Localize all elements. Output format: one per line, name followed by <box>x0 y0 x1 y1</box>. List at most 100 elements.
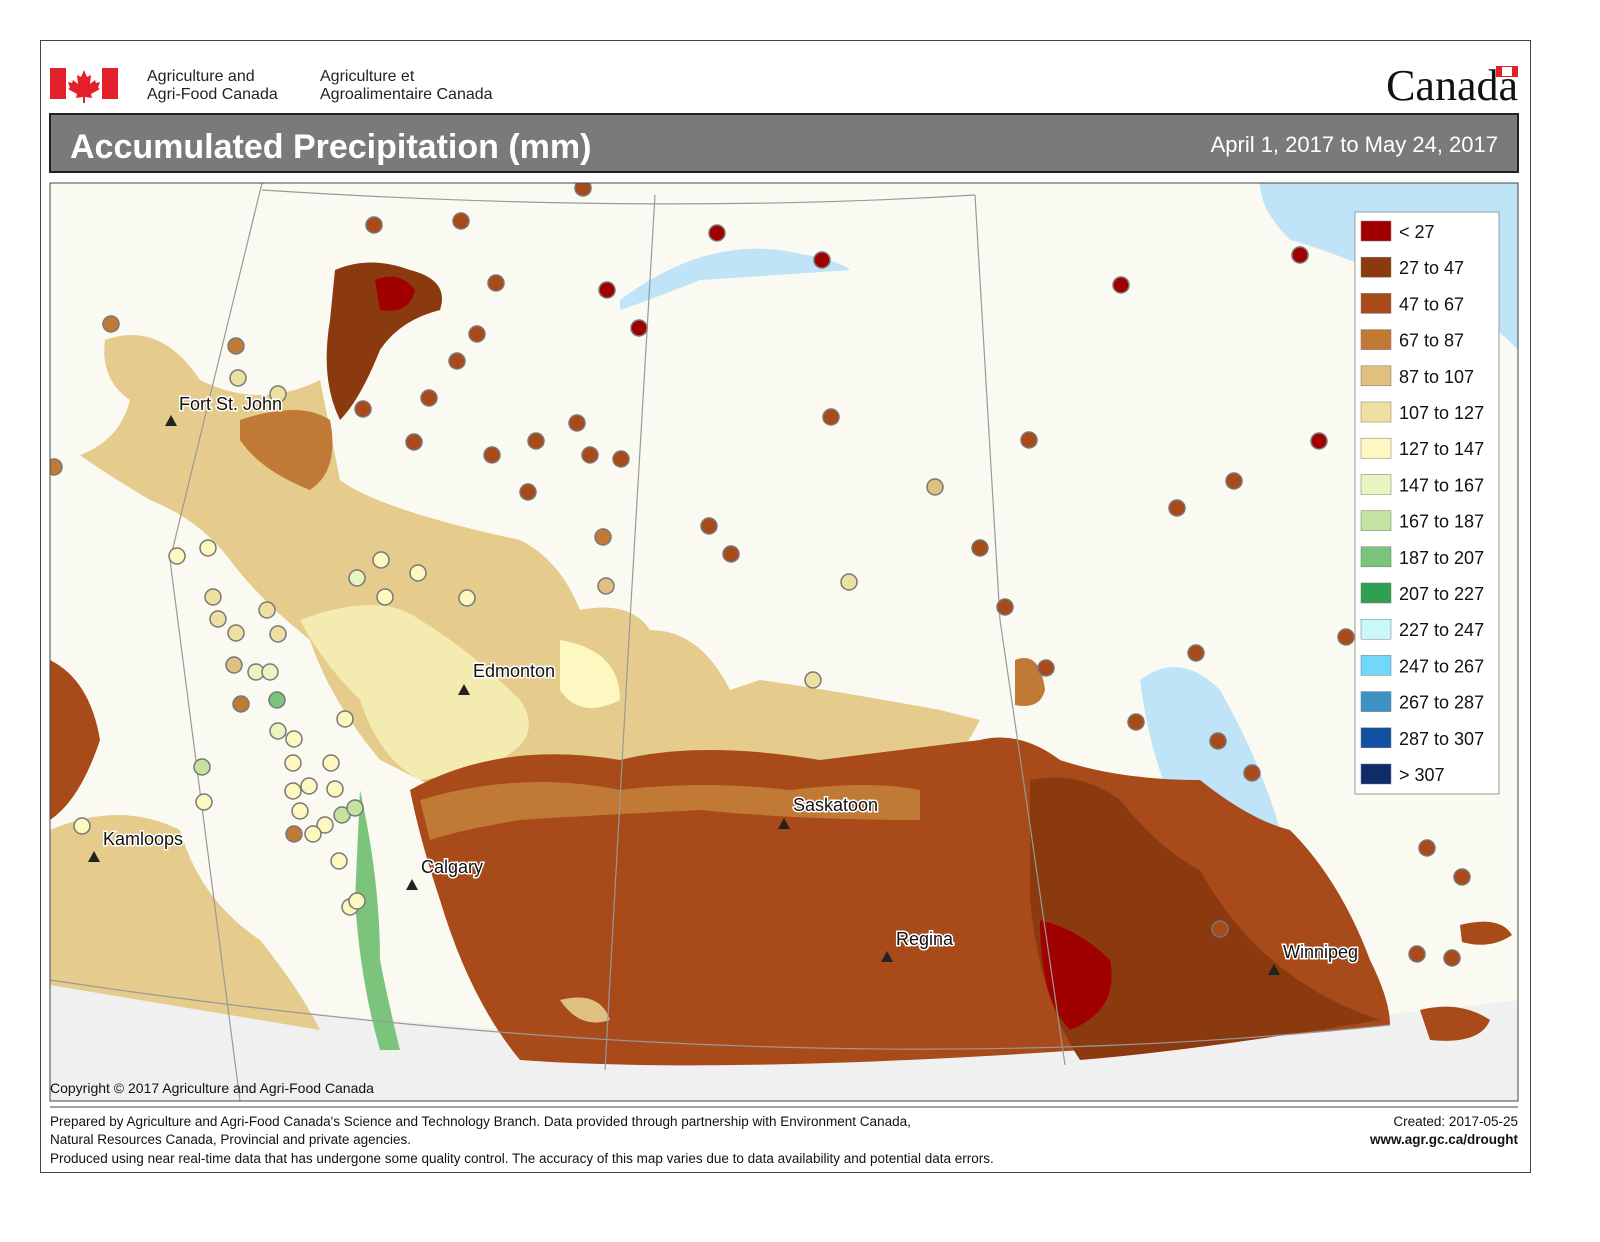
legend-swatch <box>1360 727 1392 749</box>
legend-swatch <box>1360 510 1392 531</box>
station <box>420 389 438 407</box>
legend-label: 127 to 147 <box>1399 439 1484 459</box>
station <box>372 551 390 569</box>
legend-label: 47 to 67 <box>1399 294 1464 314</box>
city-label: Edmonton <box>473 661 555 681</box>
station <box>594 528 612 546</box>
station <box>199 539 217 557</box>
legend: < 27 27 to 47 47 to 67 67 to 87 87 to 107 107… <box>1354 211 1500 795</box>
station <box>322 754 340 772</box>
legend-label: 27 to 47 <box>1399 258 1464 278</box>
legend-swatch <box>1360 401 1392 423</box>
station <box>102 315 120 333</box>
station <box>1187 644 1205 662</box>
station <box>700 517 718 535</box>
station <box>326 780 344 798</box>
legend-swatch <box>1360 256 1392 278</box>
city-marker <box>881 951 893 962</box>
station <box>284 782 302 800</box>
station <box>568 414 586 432</box>
city-label: Kamloops <box>103 829 183 849</box>
copyright: Copyright © 2017 Agriculture and Agri-Fo… <box>50 1080 374 1096</box>
station <box>708 224 726 242</box>
station <box>204 588 222 606</box>
legend-label: > 307 <box>1399 765 1445 785</box>
precip-region <box>50 815 320 1030</box>
station <box>209 610 227 628</box>
header: Agriculture and Agri-Food Canada Agricul… <box>50 61 1518 110</box>
legend-label: 227 to 247 <box>1399 620 1484 640</box>
precip-region <box>300 605 529 780</box>
city-marker <box>88 851 100 862</box>
station <box>304 825 322 843</box>
station <box>300 777 318 795</box>
lake <box>620 248 850 310</box>
station <box>597 577 615 595</box>
station <box>346 799 364 817</box>
station <box>285 730 303 748</box>
station <box>193 758 211 776</box>
legend-label: 147 to 167 <box>1399 475 1484 495</box>
station <box>581 446 599 464</box>
station <box>1310 432 1328 450</box>
precip-region <box>1040 920 1112 1030</box>
station <box>1020 431 1038 449</box>
station <box>376 588 394 606</box>
precip-region <box>326 262 442 420</box>
station <box>232 695 250 713</box>
station <box>483 446 501 464</box>
legend-swatch <box>1360 763 1392 785</box>
precip-region <box>1030 777 1380 1060</box>
legend-swatch <box>1360 618 1392 640</box>
legend-label: 167 to 187 <box>1399 512 1484 532</box>
legend-swatch <box>1360 546 1392 568</box>
station <box>168 547 186 565</box>
department-fr: Agriculture et <box>320 68 415 85</box>
station <box>348 892 366 910</box>
legend-label: 287 to 307 <box>1399 729 1484 749</box>
station <box>996 598 1014 616</box>
city-marker <box>165 415 177 426</box>
map-frame <box>49 182 1519 1102</box>
station <box>527 432 545 450</box>
station <box>409 564 427 582</box>
station <box>348 569 366 587</box>
station <box>1211 920 1229 938</box>
station <box>1408 945 1426 963</box>
footer-text: Natural Resources Canada, Provincial and… <box>50 1132 411 1147</box>
border <box>50 979 1391 1050</box>
station <box>630 319 648 337</box>
legend-label: 107 to 127 <box>1399 403 1484 423</box>
city-label: Winnipeg <box>1283 942 1358 962</box>
department-fr: Agroalimentaire Canada <box>320 86 493 103</box>
station <box>268 691 286 709</box>
department-en: Agri-Food Canada <box>147 86 278 103</box>
station <box>1443 949 1461 967</box>
station <box>269 625 287 643</box>
legend-label: 207 to 227 <box>1399 584 1484 604</box>
city-label: Fort St. John <box>179 394 282 414</box>
station <box>50 458 63 476</box>
station <box>291 802 309 820</box>
station <box>269 722 287 740</box>
station <box>971 539 989 557</box>
station <box>225 656 243 674</box>
station <box>1037 659 1055 677</box>
station <box>1337 628 1355 646</box>
station <box>365 216 383 234</box>
precip-region <box>1460 921 1512 945</box>
station <box>73 817 91 835</box>
station <box>598 281 616 299</box>
footer-text: Produced using near real-time data that … <box>50 1151 994 1166</box>
legend-swatch <box>1360 582 1392 604</box>
station <box>468 325 486 343</box>
station <box>229 369 247 387</box>
station <box>354 400 372 418</box>
station <box>1418 839 1436 857</box>
station <box>458 589 476 607</box>
city-marker <box>406 879 418 890</box>
legend-swatch <box>1360 329 1392 350</box>
station <box>1112 276 1130 294</box>
station <box>195 793 213 811</box>
station <box>1453 868 1471 886</box>
